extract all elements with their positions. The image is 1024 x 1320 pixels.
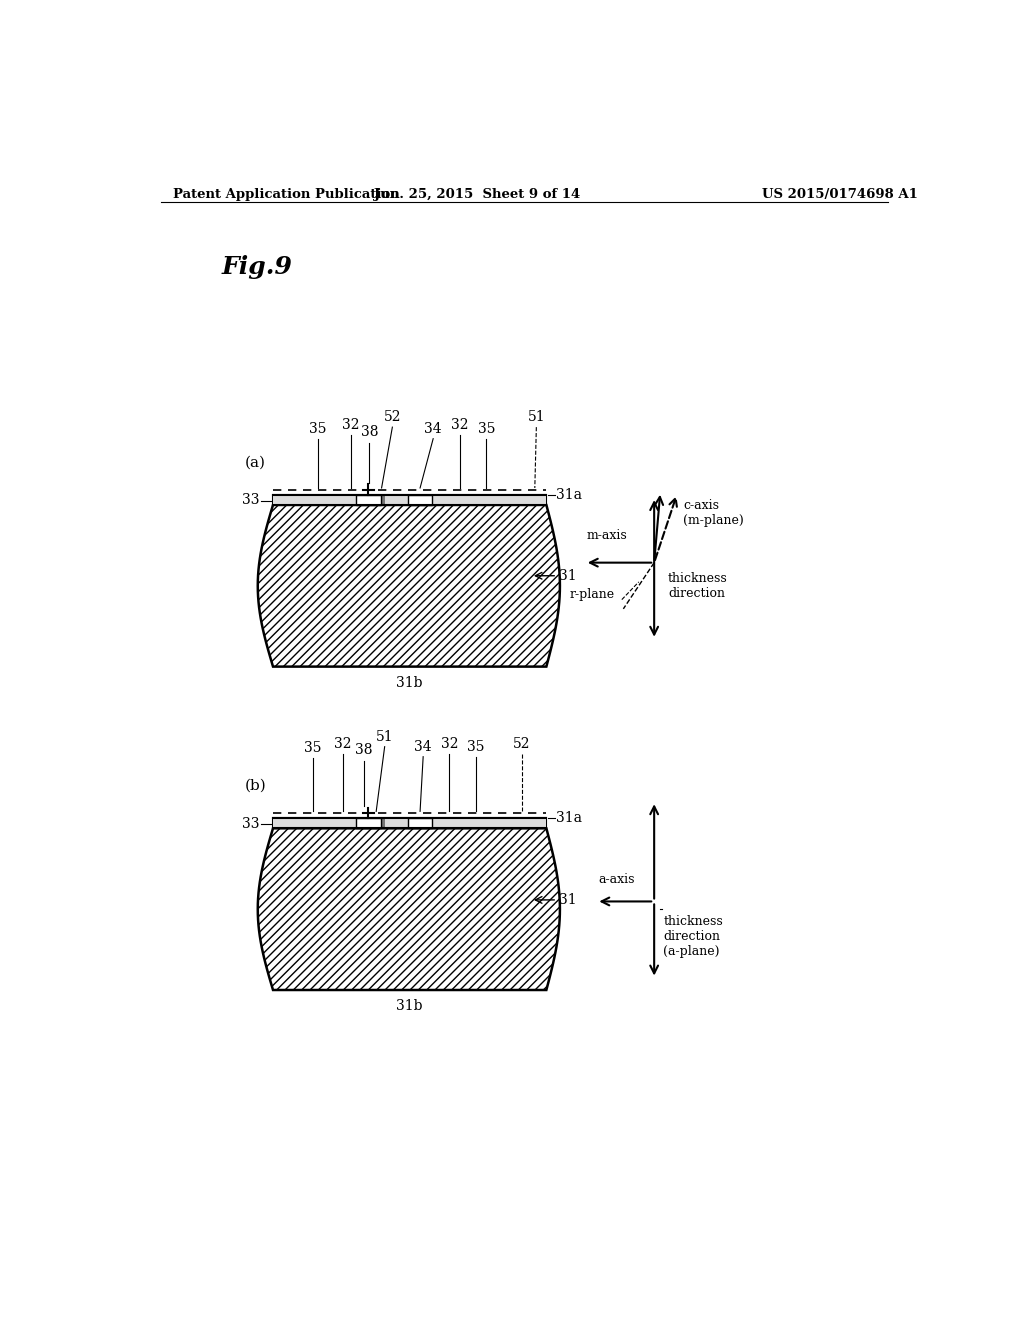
Text: 33: 33: [243, 494, 260, 507]
Polygon shape: [356, 495, 381, 506]
Text: 31a: 31a: [556, 812, 583, 825]
Text: Fig.9: Fig.9: [221, 255, 292, 279]
Text: Patent Application Publication: Patent Application Publication: [173, 187, 399, 201]
Text: 32: 32: [342, 417, 359, 432]
Polygon shape: [258, 506, 560, 667]
Text: 52: 52: [384, 411, 401, 424]
Text: 32: 32: [452, 417, 469, 432]
Text: US 2015/0174698 A1: US 2015/0174698 A1: [762, 187, 918, 201]
Text: thickness
direction
(a-plane): thickness direction (a-plane): [664, 915, 723, 957]
Polygon shape: [385, 495, 547, 506]
Text: a-axis: a-axis: [599, 874, 635, 887]
Text: thickness
direction: thickness direction: [668, 572, 728, 599]
Text: 31a: 31a: [556, 488, 583, 502]
Text: m-axis: m-axis: [587, 529, 627, 543]
Text: (a): (a): [245, 455, 265, 470]
Text: 31b: 31b: [396, 676, 423, 690]
Polygon shape: [273, 818, 356, 829]
Text: 38: 38: [360, 425, 378, 440]
Polygon shape: [273, 818, 547, 829]
Polygon shape: [356, 818, 381, 829]
Text: 35: 35: [467, 739, 484, 754]
Polygon shape: [258, 829, 560, 990]
Text: 34: 34: [415, 739, 432, 754]
Text: 33: 33: [243, 817, 260, 830]
Text: 32: 32: [334, 738, 352, 751]
Text: 31: 31: [559, 569, 577, 582]
Text: r-plane: r-plane: [569, 589, 614, 602]
Text: 52: 52: [513, 738, 530, 751]
Text: c-axis
(m-plane): c-axis (m-plane): [683, 499, 744, 527]
Text: 32: 32: [440, 738, 458, 751]
Text: (b): (b): [245, 779, 266, 793]
Polygon shape: [408, 495, 432, 506]
Text: 35: 35: [304, 741, 322, 755]
Text: 38: 38: [355, 743, 373, 758]
Text: 31: 31: [559, 892, 577, 907]
Text: 51: 51: [376, 730, 393, 743]
Polygon shape: [385, 818, 547, 829]
Text: 34: 34: [424, 421, 442, 436]
Polygon shape: [408, 818, 432, 829]
Text: 31b: 31b: [396, 999, 423, 1014]
Text: 51: 51: [527, 411, 545, 424]
Text: 35: 35: [477, 421, 495, 436]
Text: 35: 35: [309, 421, 327, 436]
Polygon shape: [273, 495, 547, 506]
Text: Jun. 25, 2015  Sheet 9 of 14: Jun. 25, 2015 Sheet 9 of 14: [374, 187, 581, 201]
Polygon shape: [273, 495, 357, 506]
